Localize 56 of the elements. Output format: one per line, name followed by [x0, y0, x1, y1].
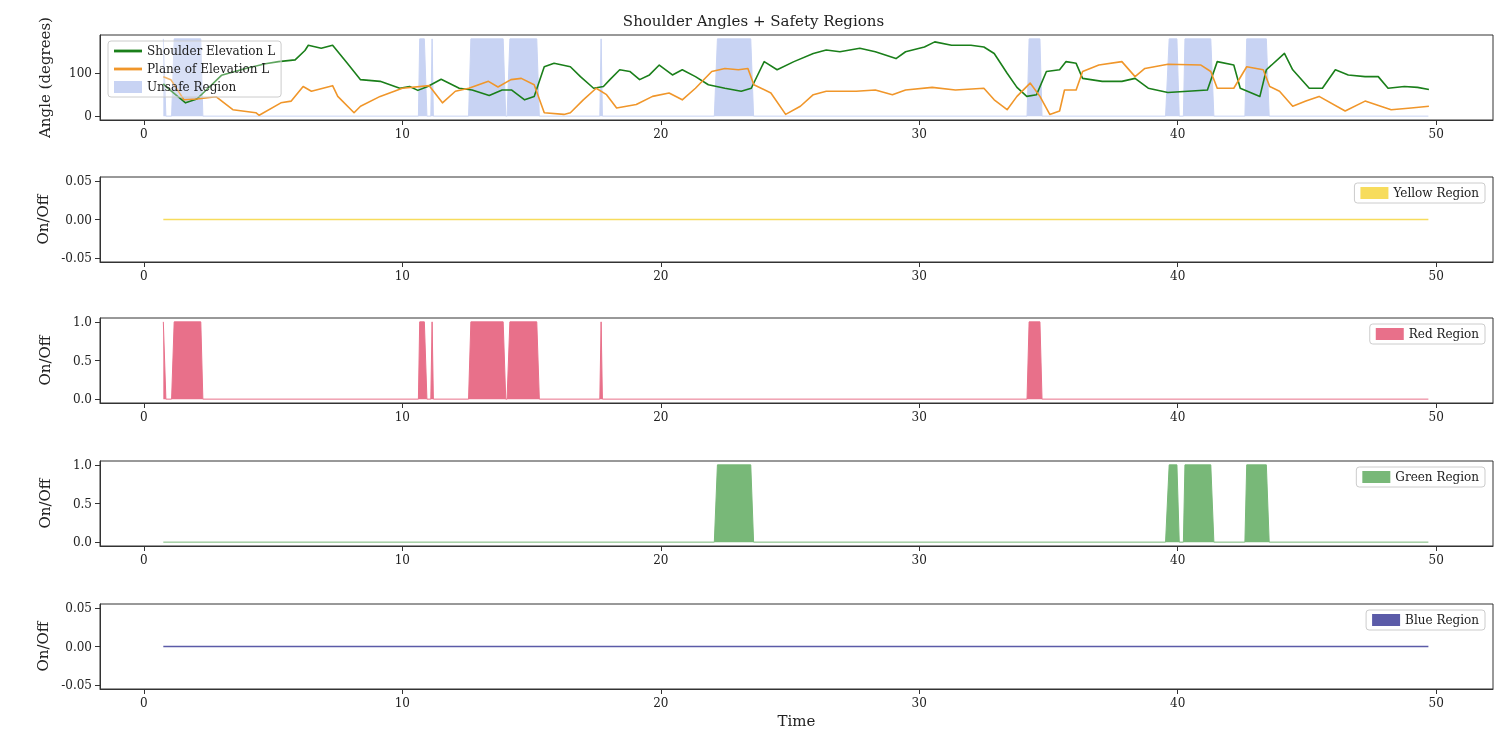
y-tick-label: 100 — [69, 66, 92, 81]
x-tick-label: 50 — [1428, 410, 1444, 424]
y-tick-label: 0.00 — [65, 639, 92, 654]
y-tick-label: 0.0 — [72, 392, 92, 407]
y-axis-title: On/Off — [35, 334, 54, 386]
x-tick-label: 50 — [1428, 269, 1444, 283]
x-tick-label: 0 — [140, 553, 148, 567]
y-tick-label: 1.0 — [72, 457, 92, 472]
x-tick-label: 10 — [394, 269, 411, 283]
x-tick-label: 30 — [911, 553, 927, 567]
y-axis-title: On/Off — [33, 620, 52, 672]
y-tick-label: -0.05 — [61, 251, 92, 266]
legend-label: Blue Region — [1405, 613, 1480, 627]
y-axis-title: Angle (degrees) — [35, 17, 54, 139]
x-tick-label: 30 — [911, 127, 927, 141]
x-tick-label: 10 — [394, 553, 411, 567]
legend-label: Red Region — [1408, 327, 1480, 341]
legend-label: Yellow Region — [1392, 186, 1480, 200]
y-tick-label: 0.5 — [72, 496, 92, 511]
x-tick-label: 10 — [394, 127, 411, 141]
y-tick-label: 0 — [84, 109, 92, 124]
x-tick-label: 40 — [1170, 269, 1186, 283]
x-tick-label: 10 — [394, 696, 411, 710]
x-tick-label: 20 — [653, 127, 669, 141]
y-tick-label: 1.0 — [72, 314, 92, 329]
x-tick-label: 20 — [653, 696, 669, 710]
x-tick-label: 50 — [1428, 696, 1444, 710]
x-tick-label: 30 — [911, 269, 927, 283]
x-axis-title: Time — [777, 712, 816, 731]
x-tick-label: 0 — [140, 127, 148, 141]
x-tick-label: 30 — [911, 696, 927, 710]
legend-label: Shoulder Elevation L — [147, 44, 276, 58]
y-axis-title: On/Off — [35, 477, 54, 529]
x-tick-label: 50 — [1428, 553, 1444, 567]
x-tick-label: 40 — [1170, 127, 1186, 141]
chart-title: Shoulder Angles + Safety Regions — [622, 11, 885, 30]
x-tick-label: 20 — [653, 410, 669, 424]
x-tick-label: 40 — [1170, 696, 1186, 710]
x-tick-label: 20 — [653, 269, 669, 283]
y-tick-label: 0.5 — [72, 353, 92, 368]
legend-label: Green Region — [1395, 470, 1480, 484]
x-tick-label: 20 — [653, 553, 669, 567]
y-axis-title: On/Off — [33, 193, 52, 245]
x-tick-label: 40 — [1170, 410, 1186, 424]
y-tick-label: 0.05 — [65, 173, 92, 188]
y-tick-label: -0.05 — [61, 678, 92, 693]
y-tick-label: 0.05 — [65, 600, 92, 615]
x-tick-label: 0 — [140, 410, 148, 424]
y-tick-label: 0.0 — [72, 535, 92, 550]
x-tick-label: 40 — [1170, 553, 1186, 567]
y-tick-label: 0.00 — [65, 212, 92, 227]
x-tick-label: 10 — [394, 410, 411, 424]
x-tick-label: 0 — [140, 269, 148, 283]
x-tick-label: 0 — [140, 696, 148, 710]
x-tick-label: 50 — [1428, 127, 1444, 141]
x-tick-label: 30 — [911, 410, 927, 424]
